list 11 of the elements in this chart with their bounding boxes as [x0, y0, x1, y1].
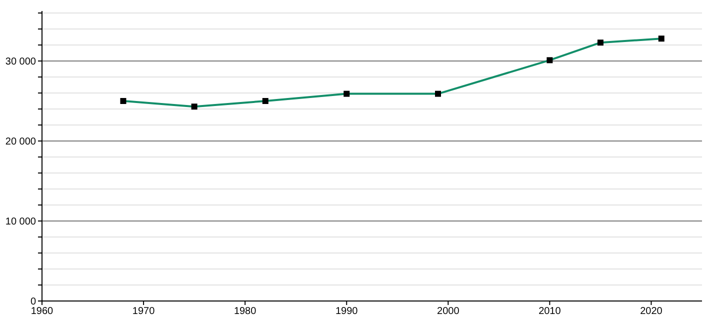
y-tick-label: 0 — [30, 296, 36, 308]
x-tick-label: 2010 — [538, 306, 562, 318]
y-tick-label: 20 000 — [5, 136, 36, 148]
y-tick-label: 30 000 — [5, 56, 36, 68]
x-tick-label: 1970 — [132, 306, 156, 318]
x-tick-label: 1990 — [335, 306, 358, 318]
x-tick-label: 2020 — [640, 306, 663, 318]
y-tick-label: 10 000 — [5, 216, 36, 228]
x-tick-label: 1960 — [30, 306, 54, 318]
x-tick-label: 2000 — [437, 306, 460, 318]
x-tick-label: 1980 — [234, 306, 257, 318]
